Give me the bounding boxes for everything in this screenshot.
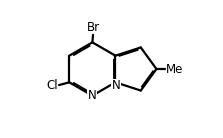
Text: Cl: Cl [47, 79, 58, 91]
Text: Br: Br [87, 21, 100, 34]
Text: N: N [88, 89, 97, 102]
Text: Me: Me [166, 63, 183, 75]
Text: N: N [112, 79, 120, 92]
